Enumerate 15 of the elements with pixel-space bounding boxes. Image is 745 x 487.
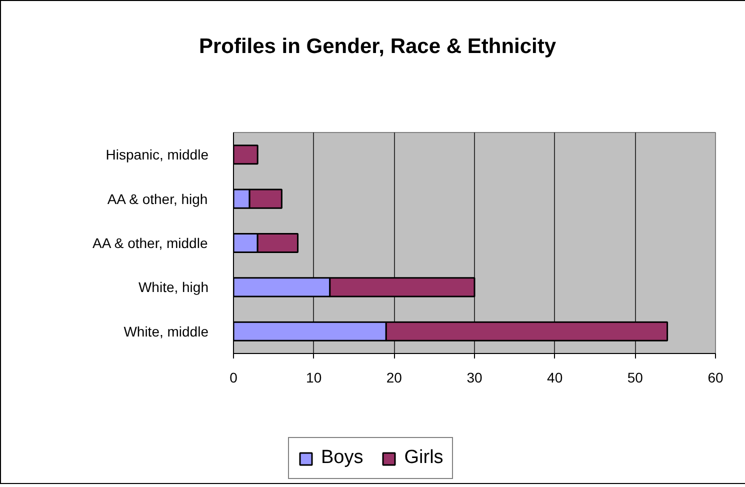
legend-label: Boys <box>321 447 364 469</box>
x-tick-label: 60 <box>708 370 724 386</box>
chart-title: Profiles in Gender, Race & Ethnicity <box>198 34 556 60</box>
y-tick-label: AA & other, high <box>107 190 208 207</box>
y-tick-label: Hispanic, middle <box>106 146 209 163</box>
x-tick-label: 0 <box>230 370 238 386</box>
legend-label: Girls <box>404 447 444 469</box>
x-tick-label: 40 <box>547 370 563 386</box>
x-tick-label: 50 <box>627 370 644 386</box>
y-tick-label: White, high <box>138 279 209 296</box>
y-tick-label: White, middle <box>124 323 209 340</box>
y-tick-label: AA & other, middle <box>92 235 208 251</box>
x-tick-label: 10 <box>306 370 322 386</box>
x-tick-label: 30 <box>466 370 482 386</box>
x-tick-label: 20 <box>386 370 402 386</box>
